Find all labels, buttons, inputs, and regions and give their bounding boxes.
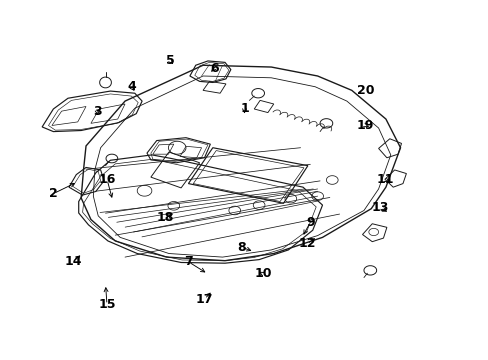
Text: 8: 8 (237, 241, 246, 254)
Text: 15: 15 (98, 298, 116, 311)
Text: 4: 4 (127, 80, 136, 93)
Text: 1: 1 (240, 102, 248, 115)
Text: 14: 14 (64, 255, 81, 268)
Text: 16: 16 (98, 173, 116, 186)
Text: 11: 11 (375, 173, 393, 186)
Text: 7: 7 (183, 255, 192, 268)
Text: 20: 20 (356, 84, 373, 97)
Text: 9: 9 (305, 216, 314, 229)
Text: 5: 5 (165, 54, 174, 67)
Text: 2: 2 (49, 187, 58, 200)
Text: 17: 17 (195, 293, 213, 306)
Text: 19: 19 (356, 119, 373, 132)
Text: 12: 12 (298, 237, 315, 250)
Text: 3: 3 (93, 105, 102, 118)
Text: 6: 6 (209, 62, 218, 75)
Text: 18: 18 (157, 211, 174, 224)
Text: 13: 13 (370, 202, 388, 215)
Text: 10: 10 (254, 267, 271, 280)
